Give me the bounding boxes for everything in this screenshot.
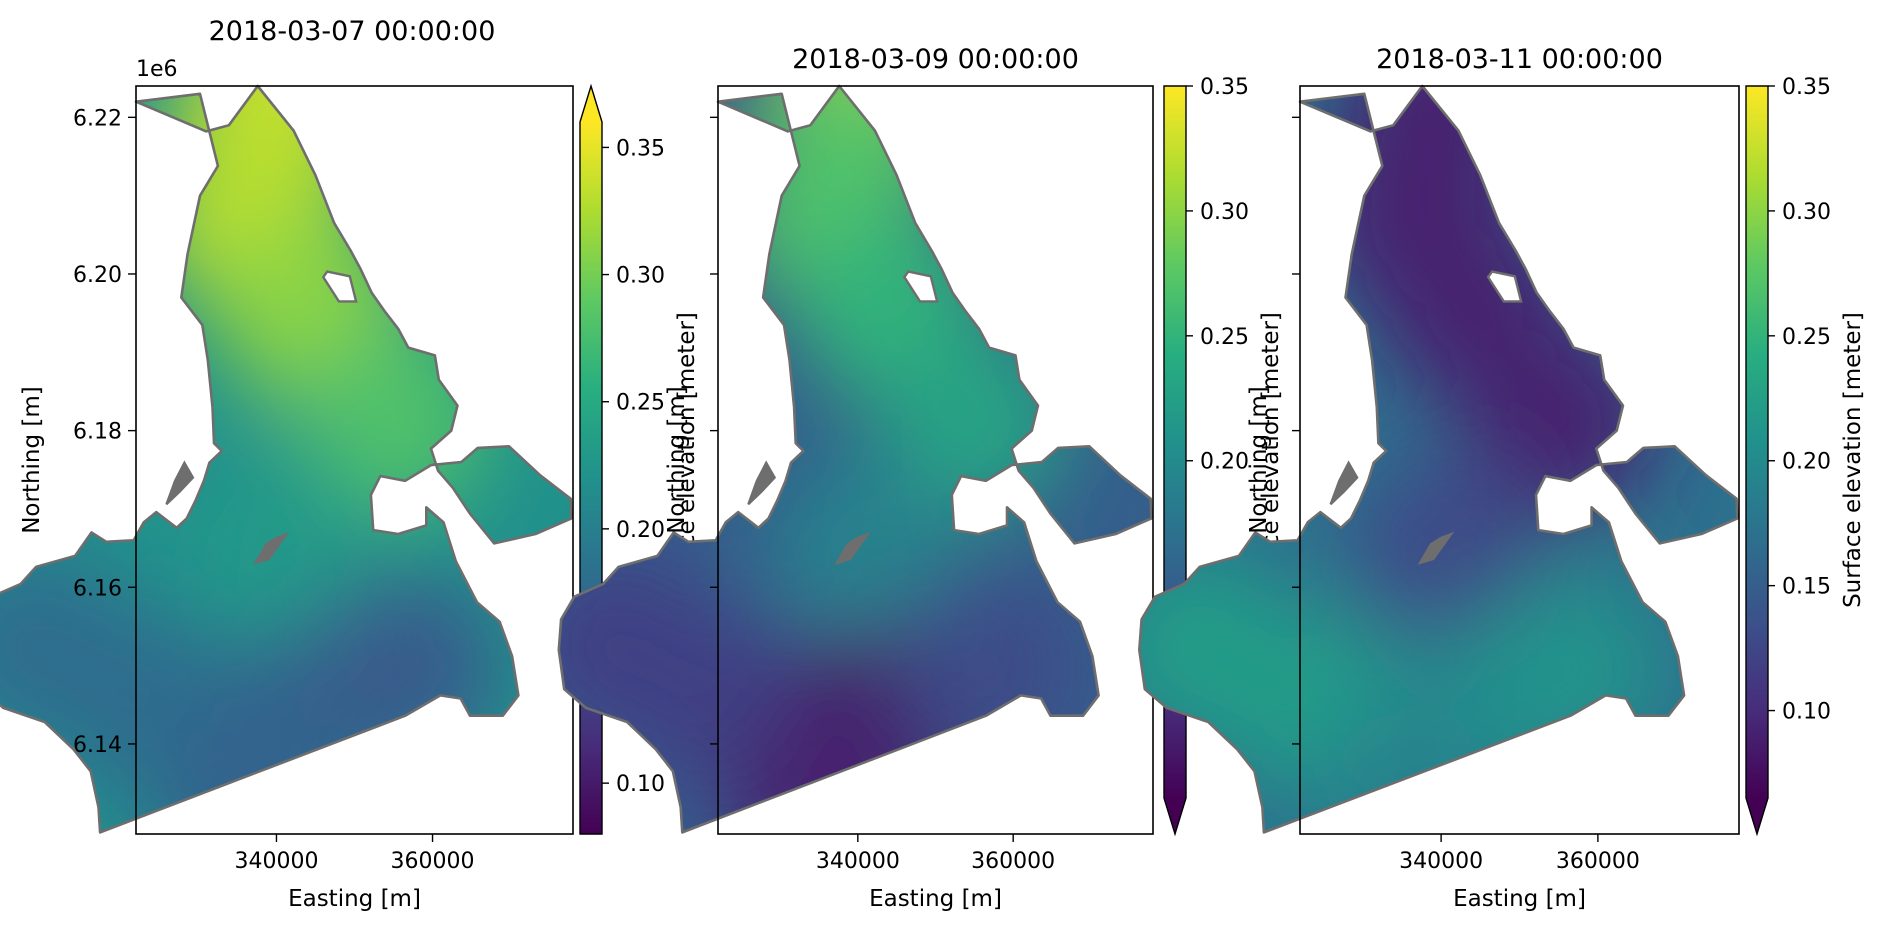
x-tick-label: 340000 [234,849,318,874]
elevation-south_east [309,573,500,764]
island-outline [321,270,358,303]
x-tick-label: 340000 [1399,849,1483,874]
x-axis-label: Easting [m] [1453,886,1586,912]
colorbar [1746,86,1768,798]
colorbar-tick-label: 0.20 [1200,450,1249,475]
elevation-channel [190,453,381,644]
colorbar-tick-label: 0.25 [1782,325,1831,350]
colorbar-tick-label: 0.10 [1782,700,1831,725]
x-axis-label: Easting [m] [869,886,1002,912]
colorbar-frame [579,83,603,835]
elevation-south_east [1475,573,1665,764]
axes-frame [1299,85,1740,835]
x-tick-label: 340000 [816,849,900,874]
colorbar-frame [1745,85,1769,837]
x-tick-label: 360000 [971,849,1055,874]
islet-outline [1417,531,1455,565]
islet-outline [253,531,290,565]
y-tick-label: 6.22 [73,106,122,131]
y-tick-label: 6.20 [73,263,122,288]
colorbar-tick-label: 0.30 [1782,200,1831,225]
colorbar-extend-max [580,86,602,122]
y-axis-label: Northing [m] [19,386,45,534]
panel-title: 2018-03-11 00:00:00 [1376,44,1663,75]
colorbar-tick-label: 0.20 [616,518,665,543]
elevation-south_east [890,573,1081,764]
elevation-channel [772,453,962,644]
colorbar-tick-label: 0.25 [1200,325,1249,350]
island-outline [1486,270,1523,303]
islet-outline [834,531,871,565]
colorbar-tick-label: 0.25 [616,391,665,416]
islet-outline [165,460,195,506]
islet-outline [1329,460,1359,506]
y-tick-label: 6.14 [73,733,122,758]
panel-1: 340000 360000 6.14 6.16 6.18 6.20 6.22 1e6 2018-… [0,16,700,912]
colorbar-tick-label: 0.30 [1200,200,1249,225]
islet-outline [747,460,777,506]
island-outline [902,270,939,303]
x-axis-label: Easting [m] [288,886,421,912]
x-tick-label: 360000 [391,849,475,874]
colorbar-label: Surface elevation [meter] [1840,312,1866,608]
elevation-channel [1355,453,1546,644]
colorbar-tick-label: 0.30 [616,264,665,289]
axes-frame [135,85,574,835]
y-offset-label: 1e6 [136,57,178,82]
colorbar [580,122,602,834]
surface-field [0,86,572,833]
colorbar-tick-label: 0.15 [1782,575,1831,600]
panel-title: 2018-03-07 00:00:00 [209,16,496,47]
lake-outline [0,84,573,834]
x-tick-label: 360000 [1556,849,1640,874]
colorbar-tick-label: 0.35 [1200,75,1249,100]
colorbar-extend-min [1164,798,1186,834]
y-axis-label: Northing [m] [1246,386,1272,534]
colorbar-tick-label: 0.35 [616,136,665,161]
colorbar-extend-min [1746,798,1768,834]
lake-outline [557,84,1153,834]
colorbar-tick-label: 0.20 [1782,450,1831,475]
panel-title: 2018-03-09 00:00:00 [792,44,1079,75]
lake-outline [1138,84,1739,834]
axes-frame [717,85,1154,835]
y-tick-label: 6.16 [73,576,122,601]
colorbar-tick-label: 0.10 [616,772,665,797]
y-axis-label: Northing [m] [664,386,690,534]
y-tick-label: 6.18 [73,420,122,445]
colorbar-tick-label: 0.35 [1782,75,1831,100]
